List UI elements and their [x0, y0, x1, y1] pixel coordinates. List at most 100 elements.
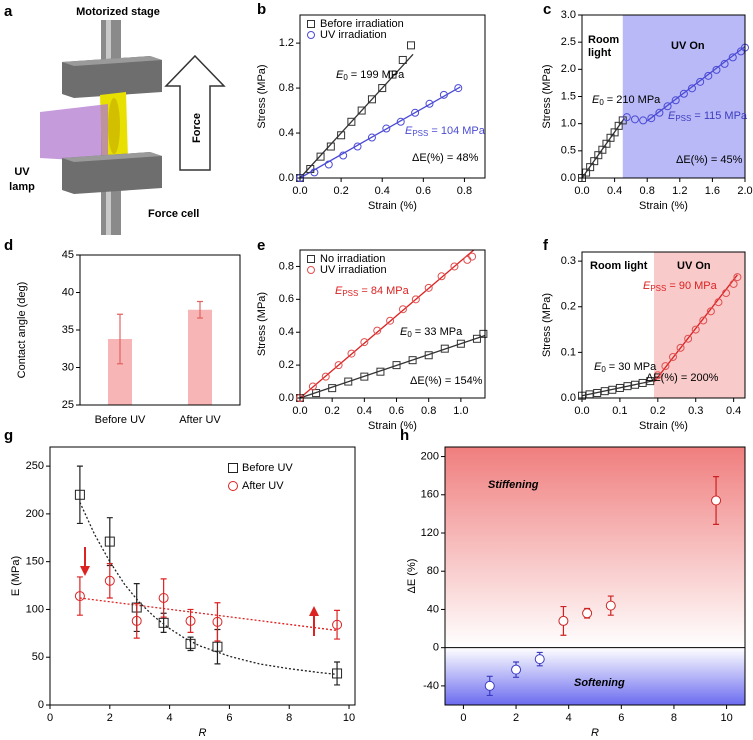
- legend-marker: [307, 255, 315, 263]
- fit-line: [646, 45, 746, 122]
- y-axis-title: ΔE (%): [406, 559, 418, 594]
- data-point: [586, 163, 595, 172]
- chart-panel: 0.0 0.5 1.0 1.5 2.0 2.5 3.0 0.0 0.4 0.8 1.2 1.6 2.0 c…: [541, 1, 753, 212]
- y-tick-label: 0.0: [561, 172, 576, 184]
- annotation-symbol: E: [400, 326, 408, 338]
- data-point: [582, 168, 591, 177]
- x-tick-label: 0.0: [574, 185, 589, 197]
- data-point: [334, 361, 343, 370]
- panel-letter: d: [4, 237, 13, 254]
- data-point: [623, 382, 632, 391]
- y-axis-title: E (MPa): [10, 556, 22, 596]
- y-tick-label: 40: [62, 286, 74, 298]
- data-point: [463, 255, 472, 264]
- background-below: [445, 647, 745, 705]
- data-point: [704, 71, 713, 80]
- annotation-subscript: 0: [407, 330, 412, 339]
- x-tick-label: 4: [566, 712, 572, 724]
- x-tick-label: 0.0: [292, 185, 307, 197]
- panel-letter: a: [4, 3, 13, 20]
- data-point: [326, 142, 335, 151]
- sample-shadow: [108, 98, 120, 154]
- data-point: [590, 157, 599, 166]
- annotation-symbol: E: [335, 285, 343, 297]
- annotation-text: = 90 MPa: [669, 280, 717, 292]
- y-tick-label: 25: [62, 399, 74, 411]
- shaded-region: [622, 15, 745, 178]
- data-point: [663, 102, 672, 111]
- data-point: [733, 273, 742, 282]
- annotation-text: = 30 MPa: [609, 361, 657, 373]
- data-point: [676, 343, 685, 352]
- y-tick-label: 0: [38, 699, 44, 711]
- data-point: [606, 133, 615, 142]
- data-point: [655, 108, 664, 117]
- data-point: [360, 372, 369, 381]
- y-axis-title: Stress (MPa): [256, 64, 268, 128]
- data-point: [424, 283, 433, 292]
- x-tick-label: 4: [167, 712, 173, 724]
- annotation: light: [588, 47, 612, 59]
- annotation: EPSS = 104 MPa: [405, 125, 486, 138]
- y-tick-label: 1.5: [561, 90, 576, 102]
- data-point: [321, 372, 330, 381]
- data-point: [472, 334, 481, 343]
- data-point: [679, 89, 688, 98]
- error-bar: [106, 517, 113, 567]
- data-point: [671, 96, 680, 105]
- fit-line: [79, 502, 338, 676]
- data-point: [104, 536, 115, 547]
- y-tick-label: 35: [62, 324, 74, 336]
- data-point: [339, 151, 348, 160]
- x-tick-label: 10: [720, 712, 732, 724]
- background-above: [445, 447, 745, 648]
- diagram-label: lamp: [9, 181, 35, 193]
- x-tick-label: 0.4: [726, 405, 741, 417]
- data-point: [312, 389, 321, 398]
- data-point: [185, 615, 196, 626]
- annotation-symbol: E: [668, 110, 676, 122]
- arrow-head: [80, 566, 90, 576]
- uv-beam: [40, 104, 108, 162]
- data-point: [594, 151, 603, 160]
- x-tick-label: 0.0: [574, 405, 589, 417]
- data-point: [511, 664, 522, 675]
- y-tick-label: 0.6: [279, 293, 294, 305]
- data-point: [367, 95, 376, 104]
- x-tick-label: 0.4: [357, 405, 372, 417]
- chart-panel: -40 0 40 80 120 160 200 0 2 4 6 8 10 h R ΔE (%) Stiffeni…: [400, 427, 746, 739]
- data-point: [74, 489, 85, 500]
- annotation: ΔE(%) = 154%: [410, 375, 483, 387]
- x-tick-label: 1.6: [705, 185, 720, 197]
- data-point: [378, 84, 387, 93]
- x-tick-label: 2.0: [737, 185, 752, 197]
- annotation: Stiffening: [488, 479, 539, 491]
- annotation: E0 = 210 MPa: [592, 94, 661, 107]
- annotation-symbol: E: [643, 280, 651, 292]
- data-point: [479, 329, 488, 338]
- data-point: [212, 616, 223, 627]
- y-tick-label: 2.5: [561, 36, 576, 48]
- data-point: [131, 615, 142, 626]
- y-tick-label: 45: [62, 249, 74, 261]
- y-tick-label: 0.2: [279, 359, 294, 371]
- error-bar: [117, 313, 123, 365]
- data-point: [728, 53, 737, 62]
- y-tick-label: 0.0: [279, 172, 294, 184]
- y-tick-label: 0.0: [561, 392, 576, 404]
- data-point: [353, 142, 362, 151]
- bottom-clamp-face: [62, 152, 162, 162]
- annotation-symbol: E: [336, 69, 344, 81]
- x-tick-label: 0.2: [650, 405, 665, 417]
- x-axis-title: Strain (%): [368, 200, 417, 212]
- data-point: [729, 279, 738, 288]
- x-tick-label: 0.6: [416, 185, 431, 197]
- x-tick-label: After UV: [179, 414, 221, 426]
- y-tick-label: 150: [26, 556, 44, 568]
- error-bar: [106, 562, 113, 599]
- y-tick-label: 0.1: [561, 346, 576, 358]
- annotation-subscript: PSS: [342, 289, 358, 298]
- data-point: [622, 113, 631, 122]
- x-tick-label: 1.2: [672, 185, 687, 197]
- annotation: EPSS = 90 MPa: [643, 280, 718, 293]
